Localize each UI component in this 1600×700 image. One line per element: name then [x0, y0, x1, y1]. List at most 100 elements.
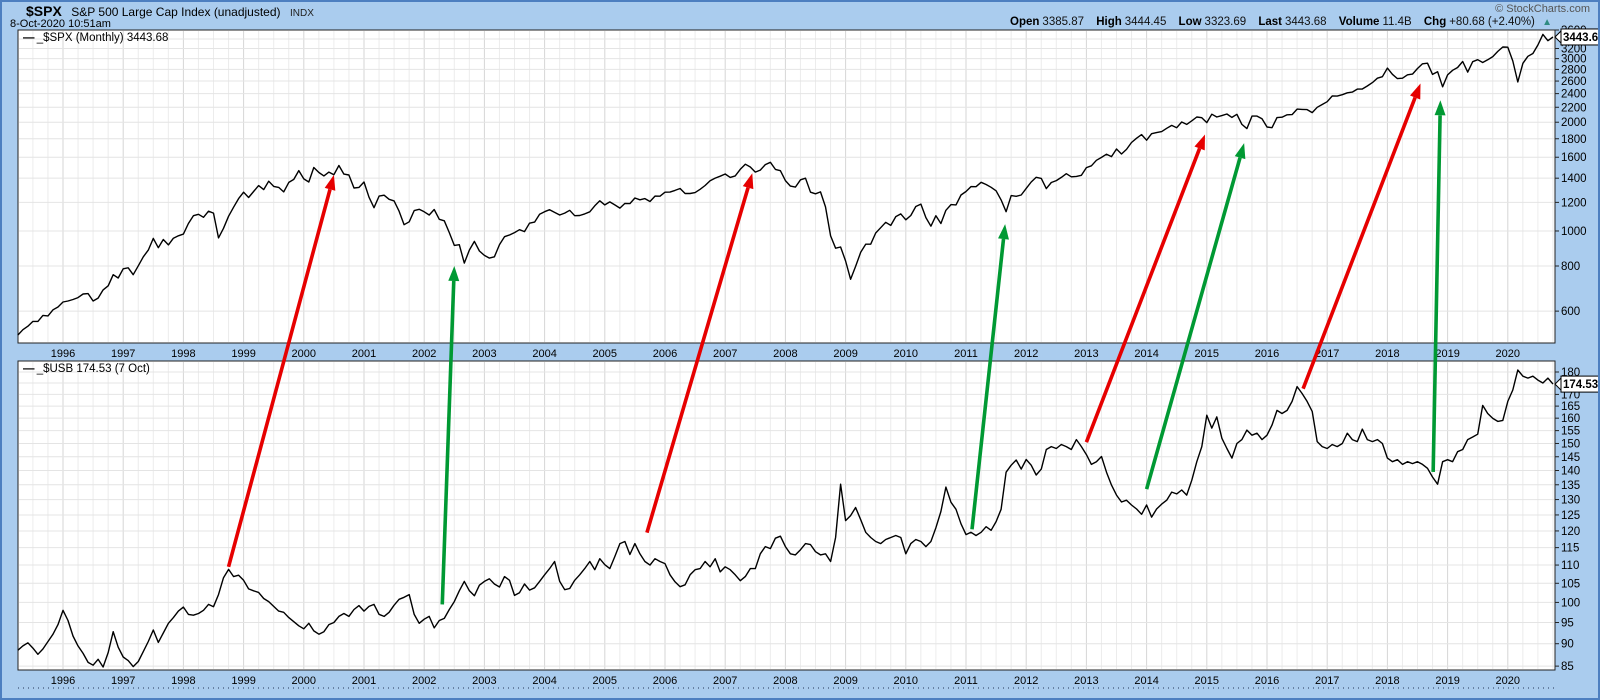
open-value: 3385.87 [1042, 16, 1084, 28]
year-label: 2004 [532, 675, 556, 687]
chart-datetime: 8-Oct-2020 10:51am [10, 18, 111, 30]
year-label: 2000 [292, 675, 316, 687]
year-label: 2015 [1195, 348, 1219, 360]
last-label: Last [1258, 16, 1282, 28]
spx-last-price-text: 3443.68 [1563, 32, 1600, 44]
volume-label: Volume [1338, 16, 1380, 28]
y-axis-tick-label: 2200 [1561, 102, 1587, 114]
y-axis-tick-label: 155 [1561, 426, 1580, 438]
year-label: 1996 [51, 348, 75, 360]
usb-last-price-text: 174.53 [1563, 379, 1598, 391]
red-arrowhead-5 [1194, 134, 1205, 151]
y-axis-tick-label: 145 [1561, 452, 1580, 464]
y-axis-tick-label: 2000 [1561, 117, 1587, 129]
y-axis-tick-label: 1400 [1561, 173, 1587, 185]
green-arrowhead-4 [998, 224, 1009, 240]
year-label: 2018 [1375, 675, 1399, 687]
change-up-icon: ▲ [1542, 17, 1552, 28]
year-label: 2012 [1014, 348, 1038, 360]
y-axis-tick-label: 85 [1561, 661, 1574, 673]
year-label: 2013 [1074, 675, 1098, 687]
year-label: 2005 [593, 348, 617, 360]
red-arrowhead-7 [1409, 83, 1421, 100]
usb-price-line [17, 369, 1554, 668]
green-arrowhead-8 [1434, 100, 1446, 116]
year-label: 1999 [231, 675, 255, 687]
red-arrow-3 [645, 187, 750, 534]
year-label: 2019 [1435, 675, 1459, 687]
y-axis-tick-label: 90 [1561, 639, 1574, 651]
year-label: 1997 [111, 348, 135, 360]
year-label: 2007 [713, 348, 737, 360]
quote-summary: Open 3385.87 High 3444.45 Low 3323.69 Last 3… [1010, 16, 1552, 28]
y-axis-tick-label: 105 [1561, 578, 1580, 590]
red-arrow-7 [1301, 96, 1417, 390]
year-label: 2012 [1014, 675, 1038, 687]
usb-plot-border [17, 360, 1556, 671]
last-value: 3443.68 [1284, 16, 1327, 28]
year-label: 2015 [1195, 675, 1219, 687]
green-arrowhead-6 [1234, 143, 1246, 160]
spx-legend-text: _$SPX (Monthly) 3443.68 [36, 32, 169, 44]
year-label: 2002 [412, 348, 436, 360]
year-label: 1998 [171, 348, 195, 360]
y-axis-tick-label: 2800 [1561, 64, 1587, 76]
year-label: 2000 [292, 348, 316, 360]
y-axis-tick-label: 3200 [1561, 43, 1587, 55]
year-label: 1997 [111, 675, 135, 687]
y-axis-tick-label: 800 [1561, 261, 1580, 273]
volume-value: 11.4B [1382, 16, 1412, 28]
year-label: 2018 [1375, 348, 1399, 360]
ticker-symbol: $SPX [26, 3, 62, 19]
spx-plot-area [18, 30, 1555, 343]
year-label: 2006 [653, 348, 677, 360]
year-label: 2002 [412, 675, 436, 687]
y-axis-tick-label: 2600 [1561, 76, 1587, 88]
usb-legend: — _$USB 174.53 (7 Oct) [23, 363, 150, 375]
year-label: 2001 [352, 675, 376, 687]
y-axis-tick-label: 135 [1561, 480, 1580, 492]
high-value: 3444.45 [1124, 16, 1167, 28]
year-label: 2017 [1315, 675, 1339, 687]
red-arrow-1 [226, 188, 332, 568]
year-label: 2020 [1496, 348, 1520, 360]
year-label: 2010 [894, 675, 918, 687]
green-arrow-8 [1431, 115, 1442, 472]
year-label: 2011 [954, 675, 978, 687]
year-axis-band [4, 343, 1598, 361]
year-label: 2009 [833, 675, 857, 687]
y-axis-tick-label: 600 [1561, 306, 1580, 318]
usb-legend-text: _$USB 174.53 (7 Oct) [36, 363, 150, 375]
year-label: 2001 [352, 348, 376, 360]
year-label: 2016 [1255, 675, 1279, 687]
spx-last-price-box [1560, 28, 1598, 46]
year-label: 2016 [1255, 348, 1279, 360]
year-label: 2020 [1496, 675, 1520, 687]
year-label: 2010 [894, 348, 918, 360]
spx-plot-border [17, 29, 1556, 344]
exchange-label: INDX [289, 8, 314, 19]
green-arrow-2 [440, 280, 456, 605]
year-label: 1999 [231, 348, 255, 360]
y-axis-tick-label: 140 [1561, 466, 1580, 478]
y-axis-tick-label: 1800 [1561, 134, 1587, 146]
year-label: 2014 [1134, 675, 1158, 687]
y-axis-tick-label: 130 [1561, 495, 1580, 507]
copyright-label: © StockCharts.com [1495, 3, 1590, 15]
year-label: 2019 [1435, 348, 1459, 360]
open-label: Open [1010, 16, 1040, 28]
green-arrow-6 [1144, 157, 1242, 490]
green-arrow-4 [970, 238, 1006, 530]
year-label: 2017 [1315, 348, 1339, 360]
spx-line-swatch: — [23, 32, 34, 44]
change-label: Chg [1423, 16, 1447, 28]
change-value: +80.68 (+2.40%) [1449, 16, 1535, 28]
low-value: 3323.69 [1204, 16, 1247, 28]
year-label: 2003 [472, 675, 496, 687]
year-label: 2006 [653, 675, 677, 687]
year-axis-band [4, 670, 1598, 688]
low-label: Low [1178, 16, 1202, 28]
usb-plot-area [18, 361, 1555, 670]
